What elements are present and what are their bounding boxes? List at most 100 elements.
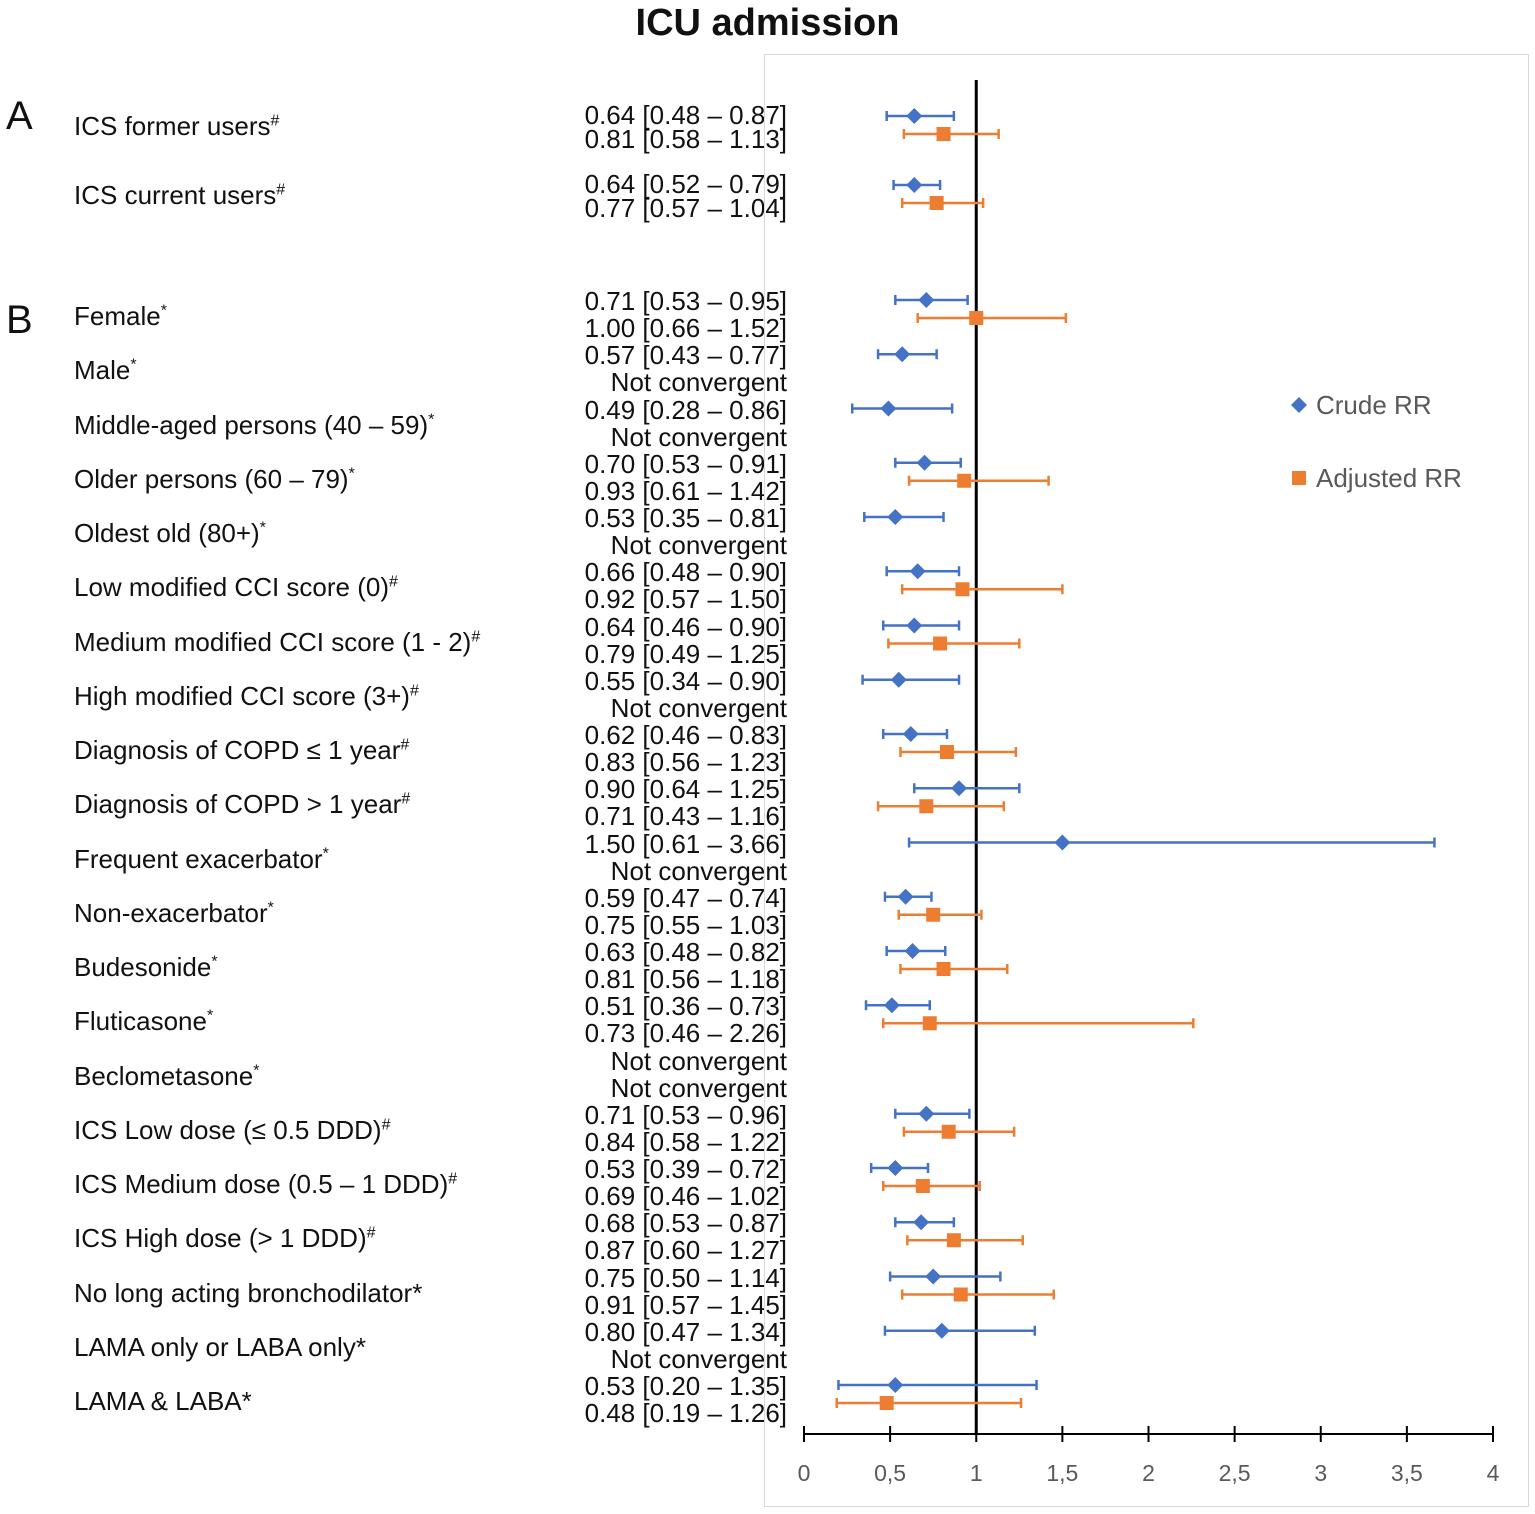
- row-label-text: Non-exacerbator: [74, 897, 268, 928]
- row-label-footnote: *: [428, 410, 435, 428]
- row-label-footnote: *: [206, 1007, 214, 1025]
- row-label-text: Female: [74, 301, 161, 331]
- row-label-text: Diagnosis of COPD ≤ 1 year: [74, 735, 401, 765]
- row-label: Beclometasone*: [74, 1060, 259, 1092]
- adjusted-point: [919, 799, 934, 814]
- row-label-footnote: #: [270, 112, 280, 130]
- row-label-footnote: *: [160, 302, 167, 320]
- crude-point: [906, 177, 923, 193]
- adjusted-estimate-text: 0.92 [0.57 – 1.50]: [584, 584, 787, 615]
- adjusted-estimate-text: Not convergent: [610, 1072, 787, 1103]
- adjusted-estimate-text: 0.83 [0.56 – 1.23]: [584, 747, 787, 777]
- row-label-footnote: #: [401, 790, 411, 808]
- row-label: ICS Medium dose (0.5 – 1 DDD)#: [74, 1168, 457, 1200]
- crude-point: [887, 1377, 904, 1393]
- adjusted-estimate-text: Not convergent: [610, 530, 787, 560]
- crude-estimate-text: 0.71 [0.53 – 0.95]: [584, 286, 787, 316]
- crude-estimate-text: 0.63 [0.48 – 0.82]: [584, 937, 787, 967]
- adjusted-point: [946, 1233, 961, 1248]
- row-label-text: Diagnosis of COPD > 1 year: [74, 789, 402, 820]
- row-label-footnote: #: [276, 181, 286, 199]
- row-label: Female*: [74, 300, 167, 332]
- crude-point: [918, 1105, 935, 1122]
- row-label: LAMA only or LABA only*: [74, 1331, 366, 1363]
- crude-point: [906, 617, 923, 634]
- crude-estimate-text: 0.57 [0.43 – 0.77]: [584, 340, 787, 371]
- row-label-text: Middle-aged persons (40 – 59): [74, 409, 429, 440]
- adjusted-point: [929, 196, 944, 210]
- crude-estimate-text: 0.68 [0.53 – 0.87]: [584, 1208, 787, 1239]
- row-label-text: ICS current users: [74, 180, 277, 210]
- crude-estimate-text: 1.50 [0.61 – 3.66]: [584, 828, 787, 859]
- crude-estimate-text: 0.70 [0.53 – 0.91]: [584, 448, 787, 479]
- row-label-text: Budesonide: [74, 952, 212, 982]
- section-letter: B: [6, 298, 33, 342]
- row-label: Older persons (60 – 79)*: [74, 463, 355, 495]
- crude-point: [887, 1160, 904, 1176]
- crude-point: [897, 888, 914, 905]
- crude-estimate-text: 0.53 [0.35 – 0.81]: [584, 503, 787, 533]
- legend-adjusted-marker: [1292, 471, 1306, 485]
- row-label-footnote: *: [211, 953, 218, 971]
- row-label-text: LAMA only or LABA only*: [74, 1331, 366, 1362]
- adjusted-estimate-text: 0.81 [0.56 – 1.18]: [584, 964, 787, 994]
- row-label-text: Fluticasone: [74, 1006, 207, 1037]
- row-label: Medium modified CCI score (1 - 2)#: [74, 626, 480, 658]
- row-label: No long acting bronchodilator*: [74, 1277, 422, 1309]
- row-label-footnote: #: [400, 736, 410, 754]
- row-label: ICS former users#: [74, 110, 279, 142]
- crude-estimate-text: 0.51 [0.36 – 0.73]: [584, 991, 787, 1022]
- x-tick-label: 1,5: [1046, 1460, 1078, 1486]
- row-label-text: Older persons (60 – 79): [74, 463, 349, 494]
- adjusted-estimate-text: 0.79 [0.49 – 1.25]: [584, 638, 787, 669]
- adjusted-point: [915, 1179, 930, 1193]
- row-label-text: ICS Medium dose (0.5 – 1 DDD): [74, 1169, 449, 1199]
- crude-point: [887, 509, 904, 525]
- row-label-text: Male: [74, 355, 131, 386]
- crude-point: [1054, 834, 1071, 851]
- adjusted-estimate-text: Not convergent: [610, 855, 787, 886]
- legend-label: Crude RR: [1316, 390, 1432, 420]
- row-label: ICS High dose (> 1 DDD)#: [74, 1222, 376, 1254]
- adjusted-point: [936, 962, 951, 976]
- x-tick-label: 2: [1142, 1460, 1155, 1486]
- adjusted-point: [957, 473, 972, 488]
- crude-estimate-text: 0.59 [0.47 – 0.74]: [584, 882, 787, 913]
- row-label-footnote: #: [389, 573, 398, 591]
- row-label-footnote: *: [348, 465, 355, 483]
- row-label: Budesonide*: [74, 951, 218, 983]
- crude-point: [880, 400, 897, 417]
- adjusted-point: [939, 745, 954, 759]
- x-tick-label: 1: [970, 1460, 983, 1486]
- row-label-text: Low modified CCI score (0): [74, 572, 389, 603]
- adjusted-estimate-text: 0.73 [0.46 – 2.26]: [584, 1018, 787, 1049]
- row-label: High modified CCI score (3+)#: [74, 680, 419, 712]
- adjusted-estimate-text: Not convergent: [610, 421, 787, 452]
- adjusted-estimate-text: 0.75 [0.55 – 1.03]: [584, 909, 787, 940]
- adjusted-point: [879, 1396, 894, 1410]
- row-label: Male*: [74, 354, 137, 386]
- row-label-footnote: #: [448, 1170, 458, 1188]
- row-label-footnote: *: [253, 1061, 260, 1079]
- row-label-text: High modified CCI score (3+): [74, 680, 410, 711]
- adjusted-point: [926, 907, 941, 922]
- adjusted-point: [922, 1016, 937, 1031]
- row-label: Diagnosis of COPD > 1 year#: [74, 788, 410, 820]
- adjusted-point: [936, 127, 951, 141]
- adjusted-estimate-text: 0.81 [0.58 – 1.13]: [584, 124, 787, 154]
- crude-point: [883, 997, 900, 1014]
- crude-point: [902, 726, 919, 742]
- row-label: Oldest old (80+)*: [74, 517, 266, 549]
- row-label-text: No long acting bronchodilator*: [74, 1277, 423, 1308]
- adjusted-estimate-text: 0.87 [0.60 – 1.27]: [584, 1235, 787, 1266]
- row-label-footnote: *: [267, 899, 274, 917]
- crude-estimate-text: 0.55 [0.34 – 0.90]: [584, 665, 787, 696]
- row-label: ICS Low dose (≤ 0.5 DDD)#: [74, 1114, 391, 1146]
- row-label-text: LAMA & LABA*: [74, 1386, 252, 1416]
- chart-title: ICU admission: [635, 2, 900, 44]
- crude-point: [909, 563, 926, 580]
- legend-label: Adjusted RR: [1316, 463, 1462, 493]
- adjusted-point: [955, 582, 970, 597]
- crude-point: [906, 108, 923, 124]
